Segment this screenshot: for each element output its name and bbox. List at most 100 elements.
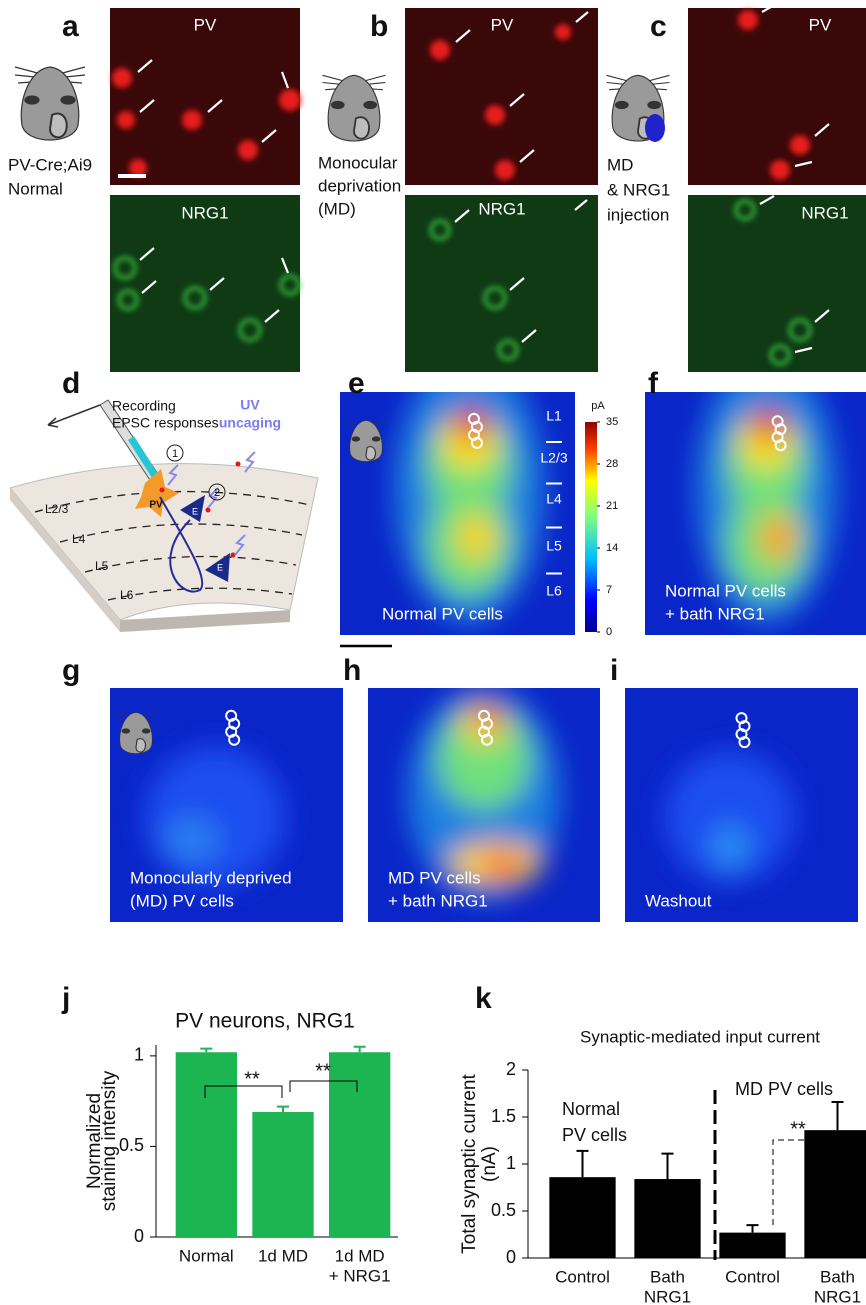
heat-blob <box>484 854 521 877</box>
x-tick-label: 1d MD <box>335 1246 385 1265</box>
diagram-text: EPSC responses <box>112 415 219 431</box>
heat-blob <box>145 747 285 887</box>
panel-label: e <box>348 367 365 400</box>
panel-label: c <box>650 10 667 43</box>
y-axis-label: staining intensity <box>99 1070 120 1211</box>
heatmap-blobs <box>394 356 544 623</box>
condition-text: MD <box>607 155 633 174</box>
condition-text: & NRG1 <box>607 180 670 199</box>
heat-blob <box>458 514 496 563</box>
heatmap: Normal PV cells + bath NRG1 <box>645 356 866 635</box>
image-label: PV <box>491 15 514 34</box>
x-tick-label: Normal <box>179 1246 234 1265</box>
image-row: PV NRG1 PV NRG1 PV NRG1 <box>110 4 866 372</box>
y-tick-label: 0 <box>134 1226 144 1246</box>
image-label: NRG1 <box>181 203 228 222</box>
image-label: PV <box>194 15 217 34</box>
x-tick-label: Bath <box>650 1267 685 1286</box>
map-caption: Monocularly deprived <box>130 868 292 887</box>
error-bar <box>277 1107 289 1112</box>
colorbar-tick-label: 28 <box>606 458 618 470</box>
condition-text: Normal <box>8 179 63 198</box>
map-caption: Normal PV cells <box>665 581 786 600</box>
layer-label: L2/3 <box>45 502 69 516</box>
colorbar <box>585 422 597 632</box>
bar <box>329 1052 390 1237</box>
bar <box>804 1130 866 1258</box>
y-tick-label: 1 <box>134 1045 144 1065</box>
panel-label: b <box>370 10 388 43</box>
condition-text: injection <box>607 205 669 224</box>
bar <box>719 1233 785 1258</box>
injection-site <box>645 114 665 142</box>
map-caption: Washout <box>645 891 712 910</box>
layer-label: L5 <box>95 559 109 573</box>
colorbar-unit: pA <box>591 400 605 412</box>
figure: PV NRG1 PV NRG1 PV NRG1 PV-Cre;Ai9 Norma… <box>0 0 866 1305</box>
heatmap-fill <box>394 356 544 623</box>
heatmap-blobs <box>145 747 285 887</box>
image-label: NRG1 <box>801 203 848 222</box>
x-tick-label: Control <box>555 1267 610 1286</box>
diagram-text: PV <box>149 500 163 511</box>
y-tick-label: 1 <box>506 1153 516 1173</box>
error-bar <box>747 1225 759 1233</box>
panel-label: j <box>61 982 70 1015</box>
annotation: Normal <box>562 1099 620 1119</box>
annotation: PV cells <box>562 1125 627 1145</box>
bar <box>176 1052 237 1237</box>
map-caption: Normal PV cells <box>382 604 503 623</box>
y-tick-label: 2 <box>506 1059 516 1079</box>
condition-text: (MD) <box>318 199 356 218</box>
diagram-text: Recording <box>112 398 176 414</box>
layer-label: L6 <box>546 583 562 599</box>
error-bar <box>832 1102 844 1130</box>
map-caption: + bath NRG1 <box>665 604 765 623</box>
x-tick-label: 1d MD <box>258 1246 308 1265</box>
panel-label: i <box>610 654 618 687</box>
x-tick-label: NRG1 <box>814 1287 861 1305</box>
mouse-icon <box>15 67 85 140</box>
panel-label: g <box>62 654 80 687</box>
error-bar <box>577 1151 589 1177</box>
colorbar-tick-label: 0 <box>606 626 612 638</box>
panel-label: h <box>343 654 361 687</box>
heatmap: Normal PV cells <box>340 356 575 635</box>
x-tick-label: + NRG1 <box>329 1266 391 1285</box>
map-caption: + bath NRG1 <box>388 891 488 910</box>
layer-label: L2/3 <box>540 450 567 466</box>
heatmap-blobs <box>665 751 795 882</box>
chart-title: Synaptic-mediated input current <box>580 1027 820 1046</box>
heatmap: MD PV cells + bath NRG1 <box>368 688 600 922</box>
annotation: MD PV cells <box>735 1079 833 1099</box>
y-tick-label: 0.5 <box>491 1200 516 1220</box>
x-tick-label: Control <box>725 1267 780 1286</box>
diagram-text: UV <box>240 397 260 413</box>
heat-blob <box>164 817 220 864</box>
image-label: NRG1 <box>478 199 525 218</box>
y-tick-label: 1.5 <box>491 1106 516 1126</box>
bar <box>634 1179 700 1258</box>
layer-label: L1 <box>546 408 562 424</box>
heatmap: Washout <box>625 688 858 922</box>
map-caption: MD PV cells <box>388 868 481 887</box>
layer-label: L4 <box>72 532 86 546</box>
bar-chart: Synaptic-mediated input currentTotal syn… <box>459 1027 866 1305</box>
y-tick-label: 0 <box>506 1247 516 1267</box>
panel-label: k <box>475 982 492 1015</box>
image-label: PV <box>809 15 832 34</box>
significance: ** <box>790 1118 806 1140</box>
error-bar <box>354 1047 366 1052</box>
diagram: Recording EPSC responses UV uncaging 1 2… <box>10 397 318 632</box>
heatmap-fill <box>145 747 285 887</box>
diagram-text: uncaging <box>219 415 281 431</box>
x-tick-label: Bath <box>820 1267 855 1286</box>
heat-blob <box>760 514 795 563</box>
significance: ** <box>244 1068 260 1090</box>
panel-label: f <box>648 367 659 400</box>
heat-blob <box>711 824 748 871</box>
condition-text: deprivation <box>318 176 401 195</box>
diagram-text: E <box>192 506 198 516</box>
heatmaps: Normal PV cells Normal PV cells + bath NRG… <box>110 356 866 922</box>
